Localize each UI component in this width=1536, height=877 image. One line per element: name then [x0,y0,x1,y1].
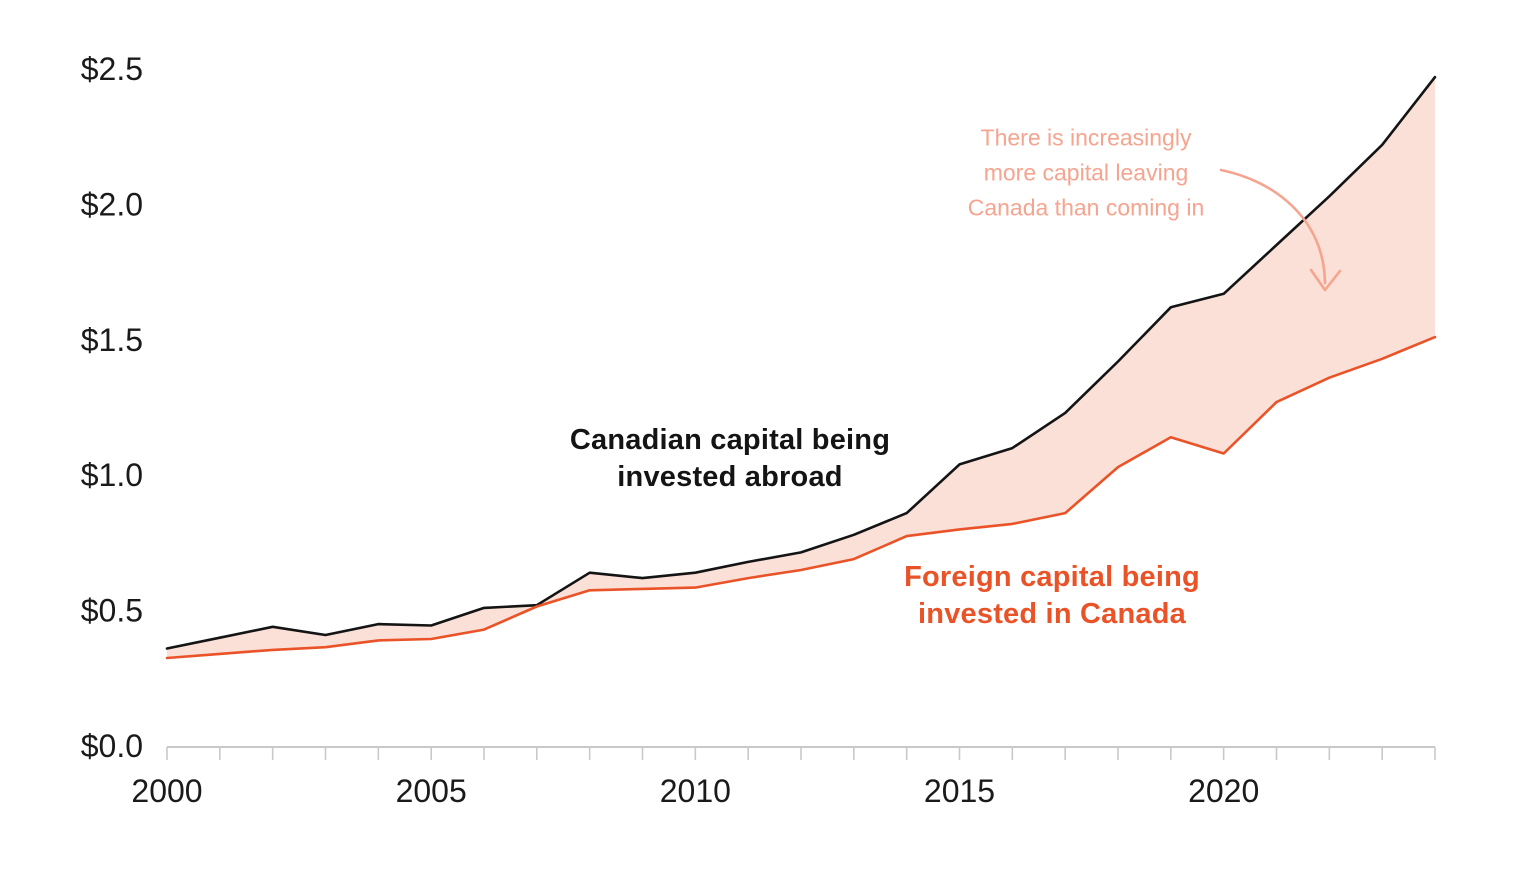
x-tick-label-2005: 2005 [396,773,467,809]
series-label-foreign-in-canada: Foreign capital being invested in Canada [904,559,1200,633]
series-line-canadian-abroad [165,75,1437,650]
y-tick-label-1.0: $1.0 [81,457,143,493]
series-label-foreign-in-canada-line2: invested in Canada [918,598,1186,630]
y-tick-label-2.5: $2.5 [81,51,143,87]
y-tick-label-1.5: $1.5 [81,322,143,358]
y-tick-label-2.0: $2.0 [81,186,143,222]
series-label-foreign-in-canada-line1: Foreign capital being [904,561,1200,593]
x-tick-label-2010: 2010 [660,773,731,809]
series-line-foreign-in-canada [165,335,1437,660]
series-label-canadian-abroad-line1: Canadian capital being [569,424,891,456]
annotation-arrow [1219,168,1327,285]
annotation-line2: more capital leaving [983,159,1189,186]
annotation-line3: Canada than coming in [967,194,1205,221]
y-tick-label-0.0: $0.0 [81,728,143,764]
annotation-arrowhead-icon [1309,268,1342,292]
x-tick-label-2015: 2015 [924,773,995,809]
y-tick-label-0.5: $0.5 [81,593,143,629]
series-label-canadian-abroad: Canadian capital being invested abroad [570,422,890,496]
series-label-canadian-abroad-line2: invested abroad [617,461,843,493]
x-tick-label-2000: 2000 [131,773,202,809]
x-tick-label-2020: 2020 [1188,773,1259,809]
annotation-more-capital-leaving: There is increasingly more capital leavi… [968,121,1205,226]
area-fill-capital-gap [167,77,1435,659]
annotation-line1: There is increasingly [980,124,1192,151]
